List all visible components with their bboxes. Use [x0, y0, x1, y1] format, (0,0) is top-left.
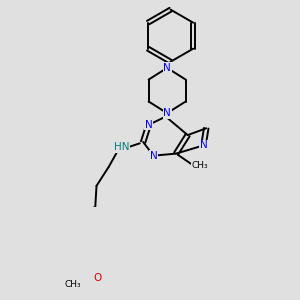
- Text: N: N: [163, 63, 171, 73]
- Text: N: N: [200, 140, 207, 150]
- Text: CH₃: CH₃: [191, 161, 208, 170]
- Text: HN: HN: [114, 142, 130, 152]
- Text: O: O: [93, 273, 101, 283]
- Text: N: N: [150, 151, 157, 161]
- Text: N: N: [163, 108, 171, 118]
- Text: CH₃: CH₃: [64, 280, 81, 289]
- Text: N: N: [145, 120, 152, 130]
